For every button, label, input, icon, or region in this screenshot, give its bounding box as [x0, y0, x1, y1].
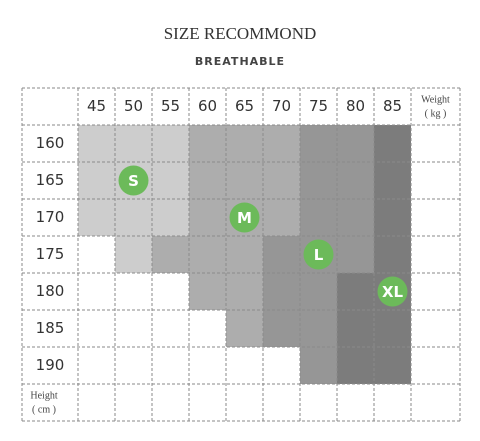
height-value: 175	[36, 245, 65, 263]
cell-shade	[374, 125, 411, 162]
size-badge-label: M	[237, 209, 252, 227]
size-badge-label: L	[314, 246, 324, 264]
subtitle: BREATHABLE	[195, 55, 285, 68]
weight-value: 50	[124, 97, 143, 115]
cell-shade	[374, 347, 411, 384]
weight-label: Weight	[421, 94, 450, 105]
cell-shade	[189, 199, 226, 236]
cell-shade	[300, 125, 337, 162]
cell-shade	[300, 199, 337, 236]
cell-shade	[337, 310, 374, 347]
cell-shade	[374, 199, 411, 236]
cell-shade	[152, 199, 189, 236]
title: SIZE RECOMMOND	[164, 24, 317, 43]
cell-shade	[115, 199, 152, 236]
cell-shade	[226, 162, 263, 199]
cell-shade	[189, 273, 226, 310]
cell-shade	[78, 199, 115, 236]
cell-shade	[263, 273, 300, 310]
cell-shade	[226, 273, 263, 310]
cells	[78, 125, 411, 384]
height-value: 165	[36, 171, 65, 189]
cell-shade	[300, 273, 337, 310]
height-value: 190	[36, 356, 65, 374]
cell-shade	[115, 125, 152, 162]
weight-value: 85	[383, 97, 402, 115]
weight-value: 80	[346, 97, 365, 115]
size-badge	[229, 202, 260, 233]
cell-shade	[300, 310, 337, 347]
cell-shade	[78, 162, 115, 199]
weight-value: 70	[272, 97, 291, 115]
weight-value: 75	[309, 97, 328, 115]
cell-shade	[152, 236, 189, 273]
cell-shade	[337, 162, 374, 199]
cell-shade	[263, 310, 300, 347]
size-badge	[118, 165, 149, 196]
labels: 45 50 55 60 65 70 75 80 85 160 165 170 175 180 185 190 W…	[30, 94, 450, 415]
cell-shade	[226, 125, 263, 162]
size-badge	[303, 239, 334, 270]
height-label: Height	[30, 390, 57, 401]
height-value: 185	[36, 319, 65, 337]
cell-shade	[263, 199, 300, 236]
cell-shade	[337, 347, 374, 384]
cell-shade	[263, 125, 300, 162]
weight-value: 65	[235, 97, 254, 115]
cell-shade	[263, 162, 300, 199]
cell-shade	[226, 236, 263, 273]
cell-shade	[226, 310, 263, 347]
size-badge-label: S	[128, 172, 139, 190]
size-badge	[377, 276, 408, 307]
cell-shade	[189, 125, 226, 162]
cell-shade	[337, 199, 374, 236]
weight-value: 60	[198, 97, 217, 115]
size-badge-label: XL	[382, 283, 404, 301]
height-value: 180	[36, 282, 65, 300]
cell-shade	[115, 236, 152, 273]
cell-shade	[263, 236, 300, 273]
height-unit: ( cm )	[32, 404, 56, 415]
cell-shade	[189, 236, 226, 273]
cell-shade	[300, 347, 337, 384]
cell-shade	[337, 125, 374, 162]
cell-shade	[374, 162, 411, 199]
cell-shade	[78, 125, 115, 162]
cell-shade	[152, 162, 189, 199]
cell-shade	[300, 162, 337, 199]
weight-value: 45	[87, 97, 106, 115]
cell-shade	[337, 273, 374, 310]
cell-shade	[337, 236, 374, 273]
height-value: 160	[36, 134, 65, 152]
cell-shade	[189, 162, 226, 199]
weight-unit: ( kg )	[425, 108, 447, 119]
weight-value: 55	[161, 97, 180, 115]
cell-shade	[374, 310, 411, 347]
grid	[21, 87, 461, 422]
cell-shade	[152, 125, 189, 162]
height-value: 170	[36, 208, 65, 226]
cell-shade	[374, 236, 411, 273]
